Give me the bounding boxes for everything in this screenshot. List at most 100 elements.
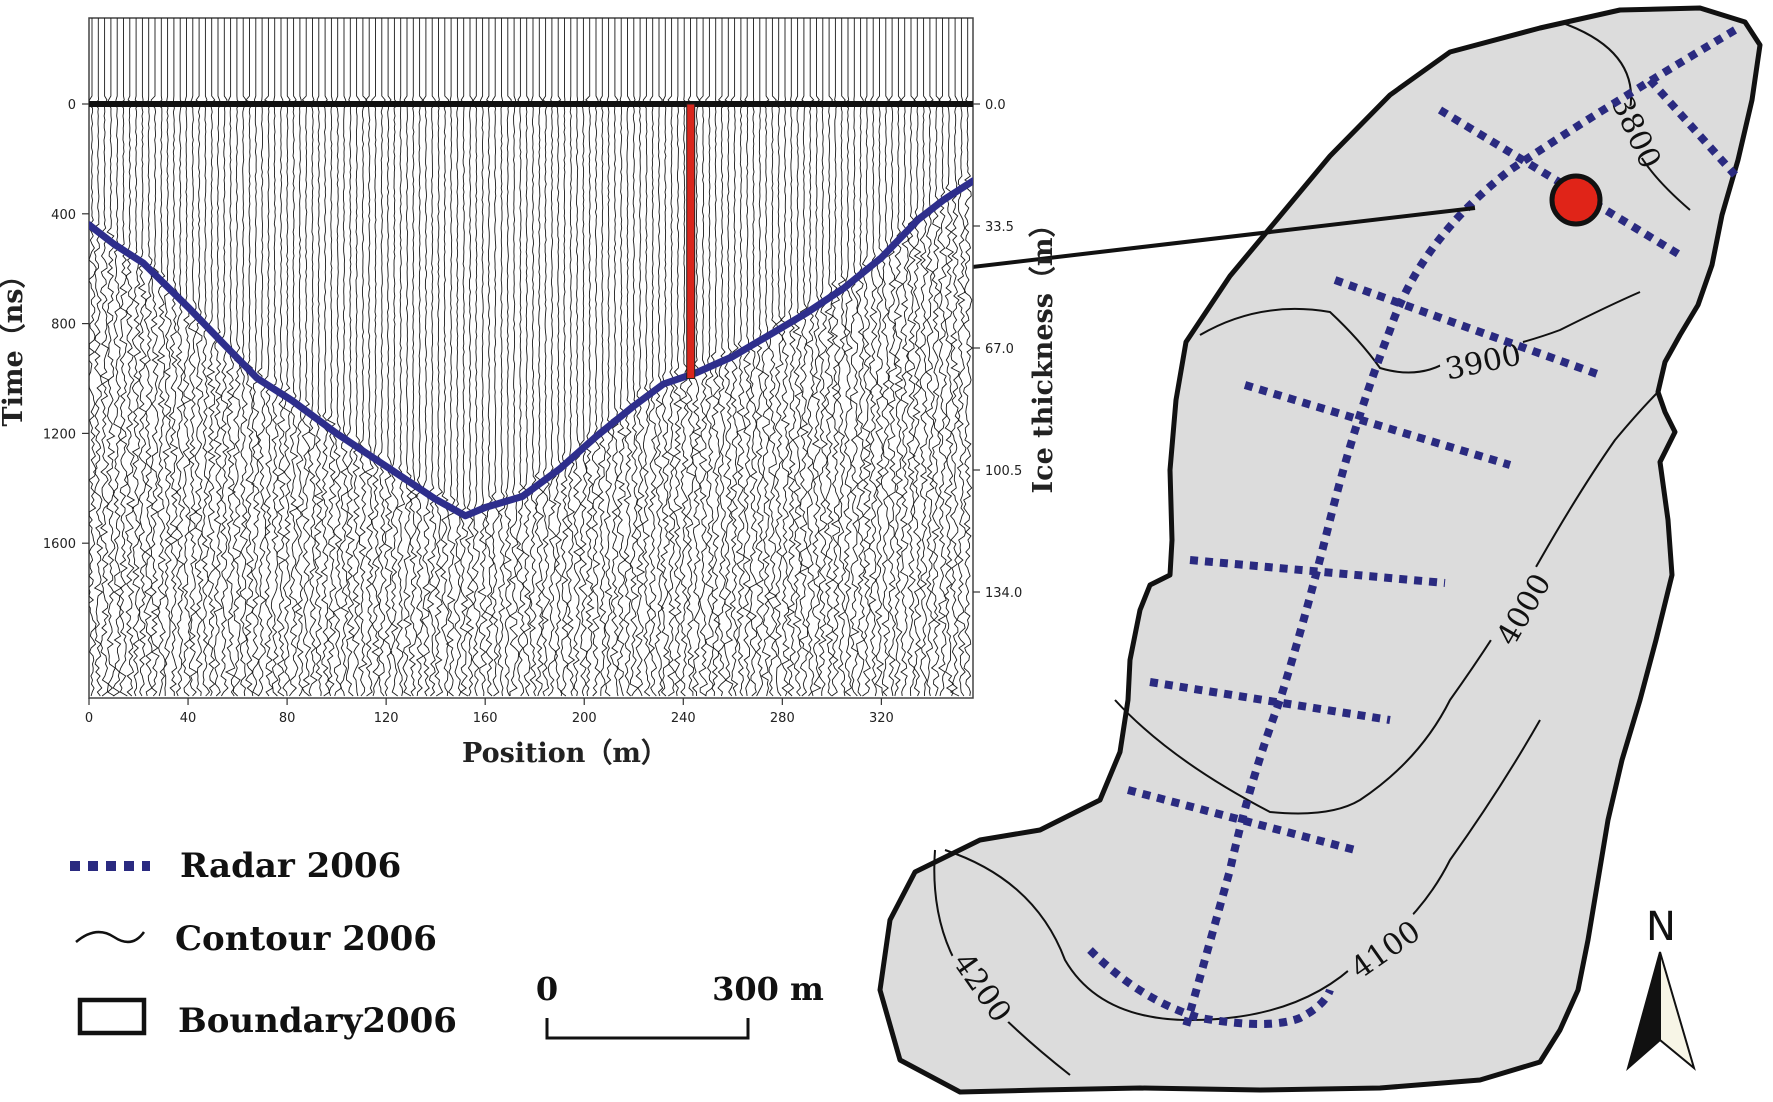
radar-trace: [578, 18, 588, 697]
radar-trace: [124, 18, 136, 697]
radar-trace: [357, 18, 368, 697]
radar-cross-4: [1243, 381, 1512, 469]
radar-trace: [508, 18, 520, 697]
radar-trace: [112, 18, 123, 697]
radar-trace: [735, 18, 746, 697]
north-arrow-icon: [1626, 951, 1661, 1071]
north-arrow: N: [1626, 904, 1696, 1071]
radar-trace: [698, 18, 709, 697]
radar-trace: [434, 18, 444, 697]
radar-trace: [445, 18, 457, 697]
legend-label-radar: Radar 2006: [180, 846, 401, 886]
radar-trace: [206, 18, 217, 697]
radar-trace: [408, 18, 419, 697]
radar-trace: [773, 18, 784, 697]
x-tick-label: 160: [473, 711, 498, 726]
legend-label-contour: Contour 2006: [175, 919, 437, 959]
y2-tick-label: 67.0: [985, 342, 1014, 357]
radar-trace: [956, 18, 967, 697]
radar-trace: [282, 18, 292, 697]
radar-trace: [521, 18, 532, 697]
radar-trace: [949, 18, 960, 697]
radar-trace: [219, 18, 230, 697]
y-tick-label: 1200: [43, 427, 76, 442]
radar-trace: [143, 18, 154, 697]
radar-trace: [489, 18, 501, 697]
x-tick-label: 240: [671, 711, 696, 726]
legend-symbol-boundary: [77, 997, 147, 1036]
radar-trace: [760, 18, 772, 697]
radar-trace: [528, 18, 538, 697]
radar-trace: [477, 18, 488, 697]
scale-label-start: 0: [536, 970, 558, 1008]
radar-trace: [912, 18, 923, 697]
radar-trace: [162, 18, 172, 696]
radar-trace: [364, 18, 375, 697]
radar-trace: [615, 18, 627, 697]
radar-trace: [313, 18, 324, 697]
radar-trace: [307, 18, 318, 697]
y-tick-label: 0: [68, 98, 76, 113]
radar-trace: [704, 18, 714, 697]
radar-trace: [647, 18, 658, 697]
radar-trace: [603, 18, 613, 697]
radar-trace: [767, 18, 778, 697]
radargram-axes: 0 40 80 120 160 200 240 280 320 0 400 800 1200 1600 0.…: [43, 98, 1022, 726]
radar-trace: [691, 18, 702, 697]
radar-trace: [893, 18, 904, 697]
y-tick-label: 400: [51, 208, 76, 223]
radar-sample-point: [1549, 173, 1603, 227]
radar-cross-6: [1149, 678, 1391, 724]
radar-trace: [629, 18, 640, 697]
radar-trace: [338, 18, 350, 697]
x-tick-label: 200: [572, 711, 597, 726]
radar-trace: [547, 18, 557, 697]
y-tick-label: 800: [51, 318, 76, 333]
y2-tick-label: 100.5: [985, 464, 1022, 479]
radar-trace: [849, 18, 860, 697]
glacier-boundary: [877, 5, 1763, 1095]
radar-trace: [276, 18, 286, 697]
radar-trace: [99, 18, 110, 697]
radar-trace: [464, 18, 475, 697]
radar-trace: [742, 18, 753, 697]
radar-trace: [937, 18, 948, 697]
radar-trace: [150, 18, 161, 697]
radar-trace: [962, 18, 973, 697]
radar-trace: [804, 18, 815, 697]
x-tick-label: 40: [180, 711, 197, 726]
radar-trace: [371, 18, 380, 697]
radargram-frame: [88, 17, 974, 699]
radar-trace: [181, 18, 192, 697]
contour-4100: [944, 719, 1541, 1022]
radar-trace: [880, 18, 891, 697]
radar-trace: [836, 18, 847, 697]
radar-cross-3: [1333, 276, 1602, 379]
radar-trace: [320, 18, 331, 697]
radar-trace: [830, 18, 841, 697]
radar-trace: [402, 18, 413, 697]
radar-trace: [673, 18, 683, 697]
radar-trace: [395, 18, 406, 697]
radar-trace: [471, 18, 481, 697]
radar-trace: [930, 18, 942, 697]
radar-trace: [553, 18, 563, 697]
radar-trace: [943, 18, 955, 697]
radar-trace: [459, 18, 469, 697]
y2-tick-label: 0.0: [985, 98, 1006, 113]
radar-trace: [516, 18, 526, 697]
radar-trace: [269, 18, 279, 697]
radar-trace: [906, 18, 917, 697]
radar-trace: [118, 18, 129, 697]
radar-trace: [823, 18, 835, 697]
radar-trace: [427, 18, 437, 697]
radar-trace: [187, 18, 198, 697]
scale-bar: 0 300 m: [536, 970, 824, 1040]
scale-bar-line: [545, 1018, 750, 1040]
radar-trace: [352, 18, 361, 697]
radar-trace: [239, 18, 249, 697]
x-tick-label: 0: [85, 711, 93, 726]
radar-trace: [899, 18, 910, 697]
radar-trace: [263, 18, 274, 697]
contour-4000: [1114, 389, 1661, 815]
